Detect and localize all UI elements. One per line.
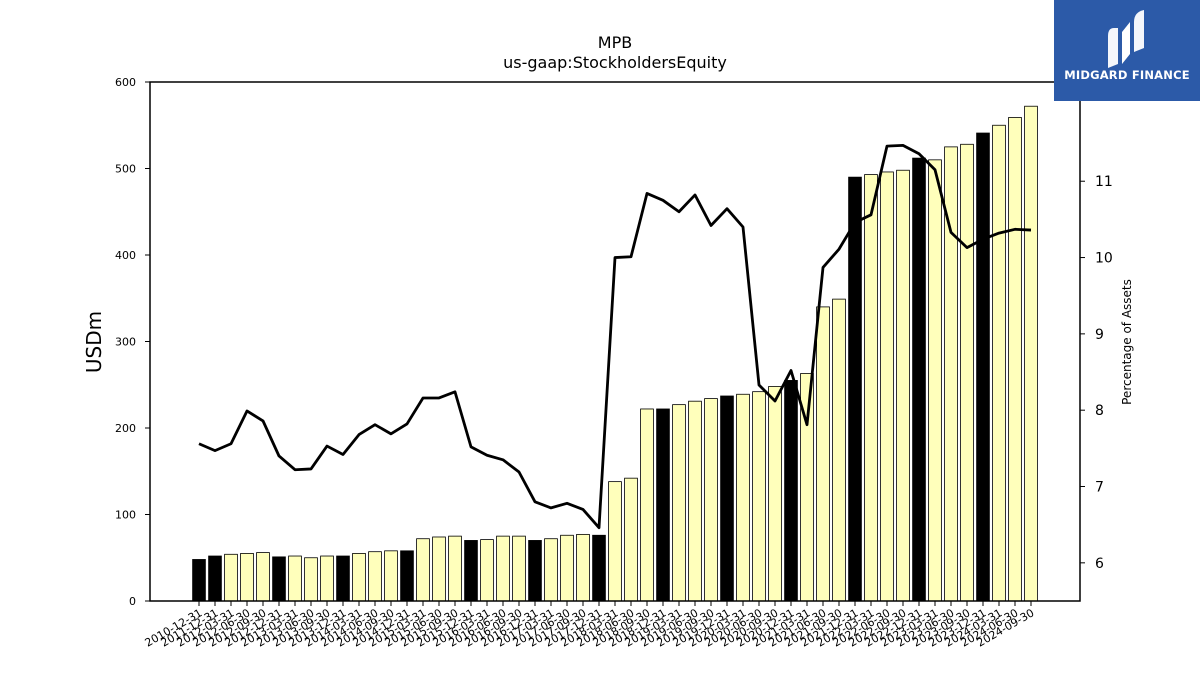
- bar-2017-12-31: [592, 534, 606, 602]
- bar-2021-06-30: [816, 306, 830, 602]
- bar-2021-09-30: [832, 298, 846, 602]
- bar-2013-12-31: [336, 555, 350, 602]
- bar-2024-09-30: [1024, 105, 1038, 602]
- equity-percentage-line: [198, 143, 1032, 530]
- bar-2016-03-31: [480, 539, 494, 602]
- y-tick-label: 100: [115, 509, 136, 522]
- y-tick-label: 500: [115, 163, 136, 176]
- y-axis-left: 0 100 200 300 400 500 600: [115, 76, 150, 608]
- bar-2018-03-31: [608, 481, 622, 602]
- chart-title: MPB: [598, 33, 632, 52]
- bar-2023-12-31: [976, 132, 990, 602]
- bar-2014-03-31: [352, 553, 366, 602]
- y-tick-label: 300: [115, 336, 136, 349]
- bar-2024-03-31: [992, 124, 1006, 602]
- bar-2017-09-30: [576, 533, 590, 602]
- bar-2013-06-30: [304, 557, 318, 602]
- bar-2020-06-30: [752, 391, 766, 602]
- bar-2022-03-31: [864, 174, 878, 602]
- y-axis-label: USDm: [82, 311, 106, 373]
- logo-text: MIDGARD FINANCE: [1064, 68, 1190, 82]
- y2-tick-label: 6: [1095, 556, 1104, 572]
- line-group: [198, 143, 1032, 530]
- bar-2018-09-30: [640, 408, 654, 602]
- bar-2018-12-31: [656, 408, 670, 602]
- bar-2020-03-31: [736, 393, 750, 602]
- y2-tick-label: 8: [1095, 403, 1104, 419]
- bar-2012-09-30: [256, 552, 270, 602]
- bar-2019-09-30: [704, 398, 718, 602]
- bar-2014-09-30: [384, 550, 398, 602]
- bar-2014-12-31: [400, 550, 414, 602]
- bar-2017-06-30: [560, 534, 574, 602]
- bar-2019-06-30: [688, 400, 702, 602]
- bar-2015-09-30: [448, 535, 462, 602]
- bar-2022-06-30: [880, 171, 894, 602]
- bar-2014-06-30: [368, 551, 382, 602]
- bar-2019-03-31: [672, 404, 686, 602]
- y2-axis-label: Percentage of Assets: [1120, 279, 1134, 405]
- bar-group: [192, 105, 1038, 602]
- bar-2024-06-30: [1008, 117, 1022, 602]
- bar-2020-09-30: [768, 386, 782, 602]
- y2-tick-label: 9: [1095, 327, 1104, 343]
- bar-2015-03-31: [416, 538, 430, 602]
- bar-2012-03-31: [224, 553, 238, 602]
- bar-2016-09-30: [512, 535, 526, 602]
- bar-2020-12-31: [784, 380, 798, 602]
- y-tick-label: 600: [115, 76, 136, 89]
- y2-tick-label: 7: [1095, 480, 1104, 496]
- bar-2017-03-31: [544, 538, 558, 602]
- bar-2023-09-30: [960, 143, 974, 602]
- bar-2012-06-30: [240, 553, 254, 602]
- bar-2019-12-31: [720, 395, 734, 602]
- bar-2013-03-31: [288, 555, 302, 602]
- bar-2016-12-31: [528, 540, 542, 602]
- y-tick-label: 0: [129, 595, 136, 608]
- bar-2022-12-31: [912, 157, 926, 602]
- bar-2016-06-30: [496, 535, 510, 602]
- midgard-logo-icon: [1108, 10, 1144, 68]
- bar-2012-12-31: [272, 556, 286, 602]
- bar-2021-12-31: [848, 176, 862, 602]
- bar-2011-12-31: [208, 555, 222, 602]
- y2-tick-label: 10: [1095, 251, 1113, 267]
- bar-2013-09-30: [320, 555, 334, 602]
- brand-logo: MIDGARD FINANCE: [1054, 0, 1200, 101]
- y-tick-label: 200: [115, 422, 136, 435]
- bar-2015-06-30: [432, 536, 446, 602]
- x-axis: 2010-12-312011-12-312012-03-312012-06-30…: [143, 601, 1037, 650]
- bar-2023-03-31: [928, 159, 942, 602]
- y-tick-label: 400: [115, 249, 136, 262]
- bar-2018-06-30: [624, 477, 638, 602]
- y2-tick-label: 11: [1095, 174, 1113, 190]
- bar-2022-09-30: [896, 169, 910, 602]
- chart-subtitle: us-gaap:StockholdersEquity: [503, 53, 727, 72]
- bar-2015-12-31: [464, 540, 478, 602]
- y-axis-right: 6 7 8 9 10 11: [1080, 174, 1113, 572]
- bar-2010-12-31: [192, 559, 206, 602]
